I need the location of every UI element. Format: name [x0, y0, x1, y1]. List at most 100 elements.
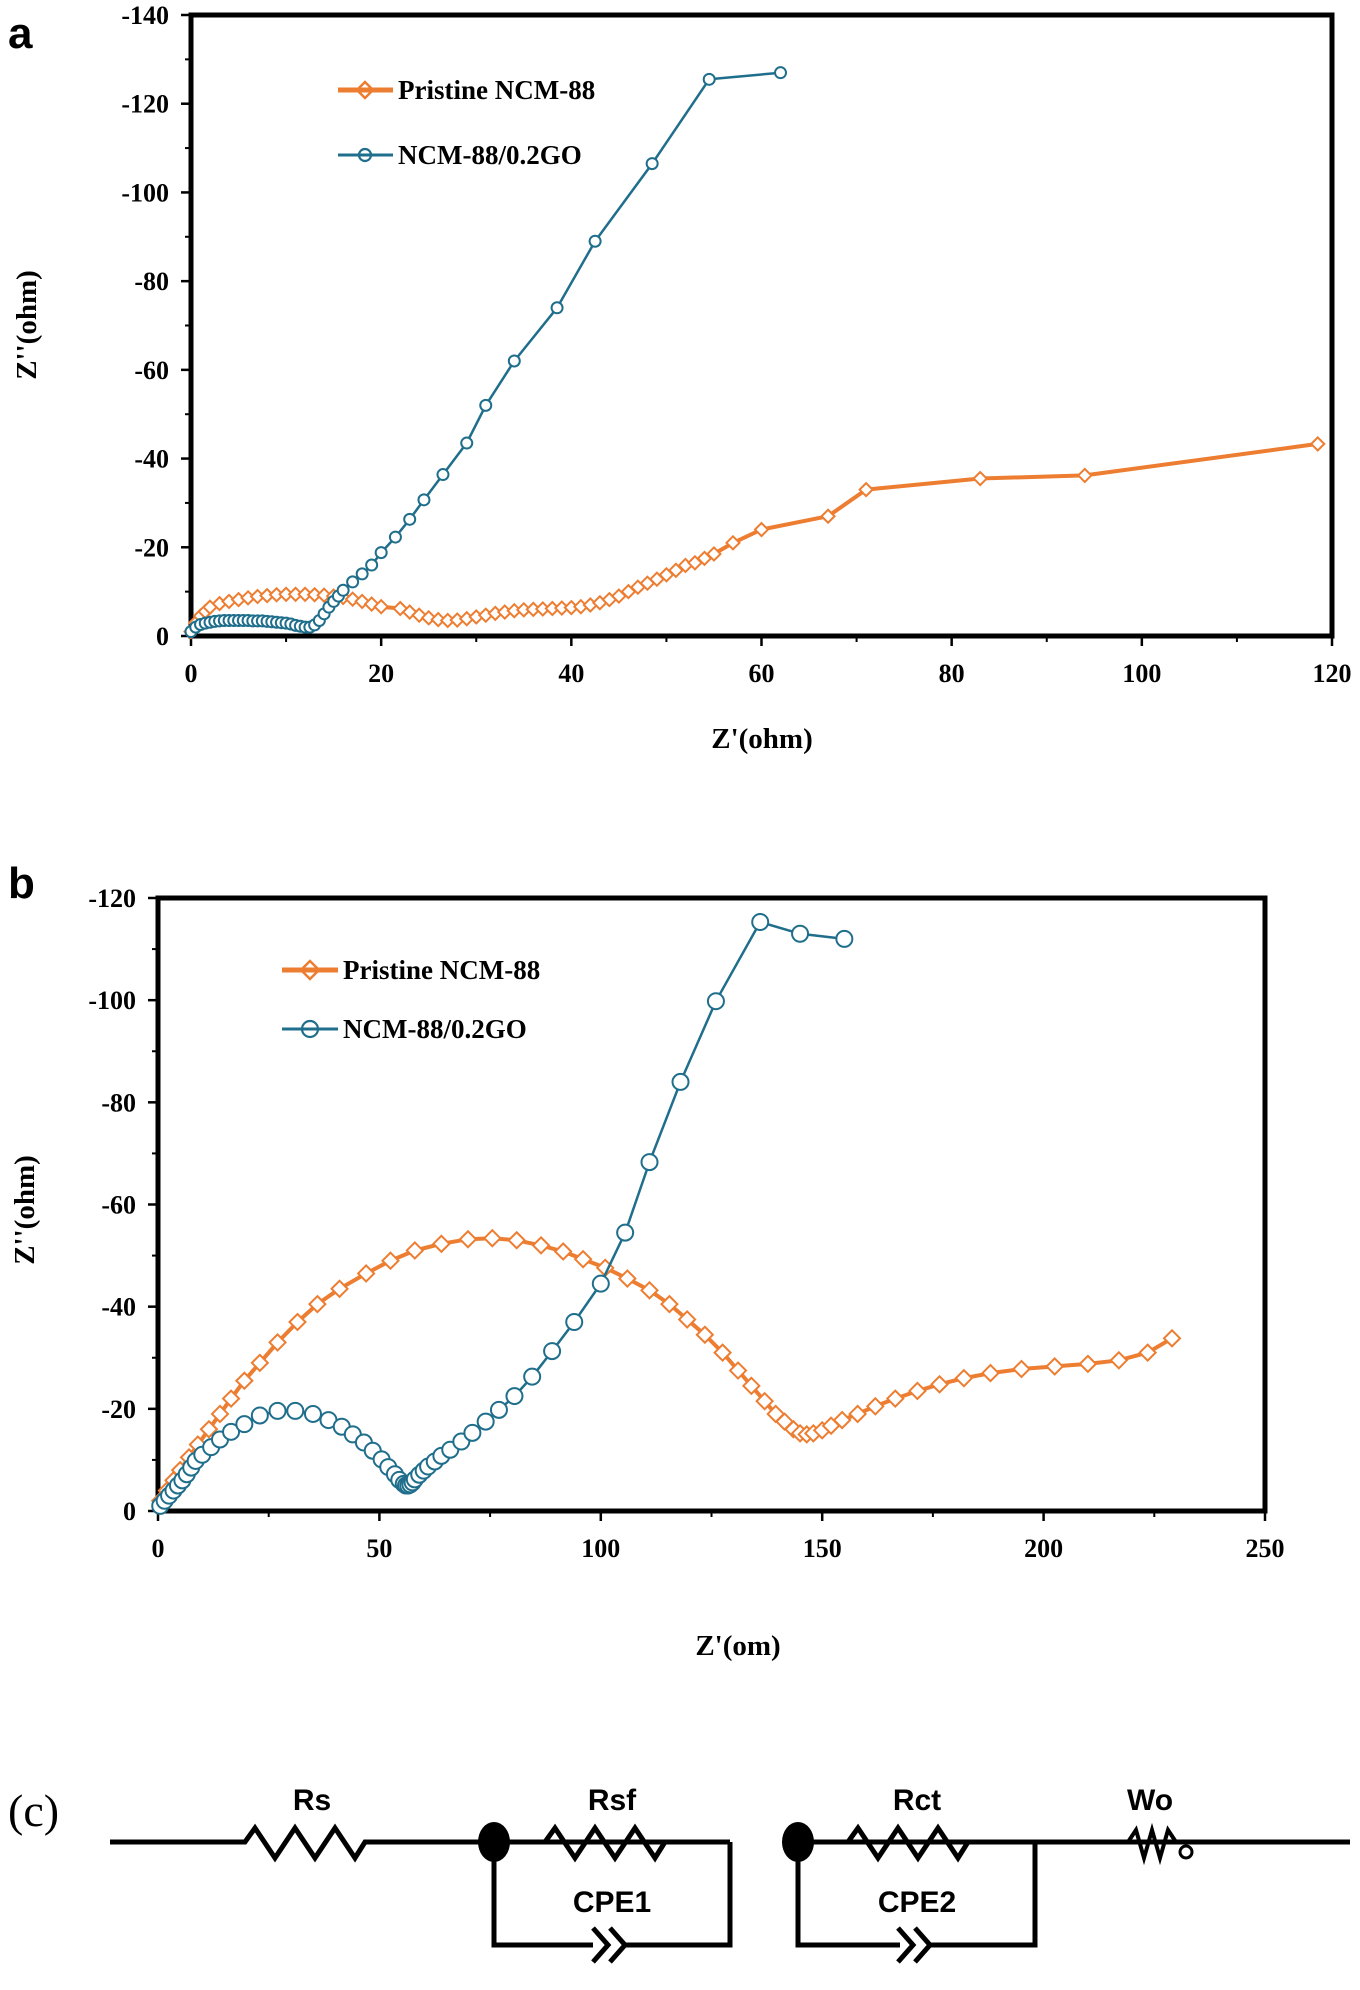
y-tick-label: 0 [156, 622, 169, 651]
resistor-rct [798, 1823, 1035, 1863]
data-point-pristine [713, 1343, 732, 1363]
y-tick-label: -20 [134, 533, 169, 562]
panel-label-b: b [8, 859, 35, 908]
x-tick-label: 0 [152, 1534, 165, 1563]
data-point-go [286, 1401, 305, 1420]
data-point-pristine [268, 1333, 287, 1352]
data-point-pristine [755, 1391, 775, 1411]
panel-label-a: a [8, 9, 33, 58]
x-tick-label: 40 [558, 659, 584, 688]
x-tick-label: 60 [749, 659, 775, 688]
data-point-go [616, 1223, 635, 1242]
data-point-go [374, 546, 388, 560]
data-point-go [507, 354, 521, 368]
legend-marker-circle-b [300, 1019, 320, 1039]
data-point-pristine [706, 546, 722, 562]
data-point-pristine [981, 1363, 1000, 1383]
data-point-pristine [1078, 1354, 1098, 1374]
data-point-go [222, 1422, 241, 1441]
data-point-pristine [344, 591, 361, 608]
label-rct: Rct [893, 1784, 941, 1817]
data-point-pristine [1076, 467, 1093, 484]
data-point-pristine [458, 1229, 478, 1249]
data-point-go [355, 567, 369, 581]
plot-frame-a [188, 12, 1335, 639]
data-point-go [591, 1274, 610, 1293]
data-point-pristine [865, 1396, 885, 1416]
data-point-pristine [373, 598, 390, 615]
y-axis-title-a: Z''(ohm) [11, 270, 43, 380]
legend-marker-circle-a [357, 147, 373, 163]
data-point-pristine [356, 1264, 376, 1283]
data-point-go [336, 583, 350, 597]
data-point-go [543, 1342, 562, 1361]
data-point-go [835, 929, 854, 948]
data-point-go [436, 468, 450, 482]
y-tick-label: 0 [123, 1497, 136, 1526]
data-point-pristine [1138, 1343, 1158, 1363]
chart-panel-b: b 0 50 100 150 200 250 0 -20 -40 -60 -80 -100 -120 Z… [8, 859, 1285, 1662]
data-point-go [235, 1415, 254, 1434]
data-point-go [640, 1153, 659, 1172]
data-point-pristine [640, 1280, 659, 1300]
data-point-go [645, 157, 659, 171]
y-tick-label: -20 [101, 1395, 136, 1424]
legend-label-go-a: NCM-88/0.2GO [398, 140, 582, 170]
data-point-go [388, 530, 402, 544]
data-point-pristine [221, 1389, 241, 1409]
data-point-go [751, 913, 770, 932]
data-point-pristine [677, 1310, 697, 1329]
data-point-pristine [660, 1294, 679, 1314]
data-point-go [460, 436, 474, 450]
data-point-pristine [234, 1371, 254, 1391]
legend-a: Pristine NCM-88 NCM-88/0.2GO [338, 75, 595, 170]
data-point-pristine [832, 1410, 852, 1430]
chart-panel-a: a 0 20 40 60 80 100 120 0 -20 -40 -60 -80 -100 -120 -1… [8, 1, 1352, 755]
data-point-go [346, 575, 360, 589]
legend-marker-diamond-a [355, 80, 375, 100]
y-tick-label: -120 [121, 90, 169, 119]
y-tick-label: -120 [88, 884, 136, 913]
data-point-pristine [307, 1294, 327, 1314]
data-point-pristine [330, 1279, 349, 1299]
data-point-go [365, 558, 379, 572]
data-point-pristine [431, 1234, 451, 1254]
data-point-go [476, 1412, 495, 1431]
data-point-pristine [392, 600, 409, 617]
data-point-pristine [1045, 1357, 1065, 1376]
data-point-go [463, 1423, 482, 1442]
data-point-go [523, 1367, 542, 1386]
x-tick-label: 100 [581, 1534, 620, 1563]
x-axis-title-a: Z'(ohm) [711, 723, 813, 755]
series-group-b [150, 913, 1182, 1515]
data-point-pristine [507, 1230, 527, 1250]
data-point-pristine [820, 508, 836, 525]
y-tick-label: -60 [134, 356, 169, 385]
data-point-pristine [954, 1368, 974, 1388]
data-point-pristine [1309, 436, 1326, 452]
data-point-pristine [531, 1235, 551, 1255]
warburg-open-terminal [1178, 1844, 1194, 1860]
data-point-pristine [316, 587, 333, 604]
data-point-pristine [930, 1374, 949, 1394]
y-tick-label: -80 [101, 1088, 136, 1117]
data-point-go [791, 924, 810, 943]
data-point-pristine [885, 1389, 905, 1409]
data-point-pristine [250, 1353, 270, 1373]
data-point-go [479, 398, 493, 412]
data-point-pristine [430, 611, 447, 628]
y-tick-label: -140 [121, 1, 169, 30]
x-tick-label: 250 [1246, 1534, 1285, 1563]
y-tick-label: -100 [88, 986, 136, 1015]
label-cpe1: CPE1 [573, 1886, 651, 1919]
panel-label-c: (c) [8, 1785, 59, 1836]
circuit-main-wire [110, 1823, 1350, 1863]
data-point-pristine [725, 534, 741, 551]
data-point-go [303, 1404, 322, 1423]
x-tick-label: 120 [1313, 659, 1352, 688]
cpe2-symbol [896, 1926, 934, 1964]
data-point-pristine [573, 1249, 593, 1269]
data-point-go [671, 1072, 690, 1091]
data-point-go [774, 66, 788, 80]
